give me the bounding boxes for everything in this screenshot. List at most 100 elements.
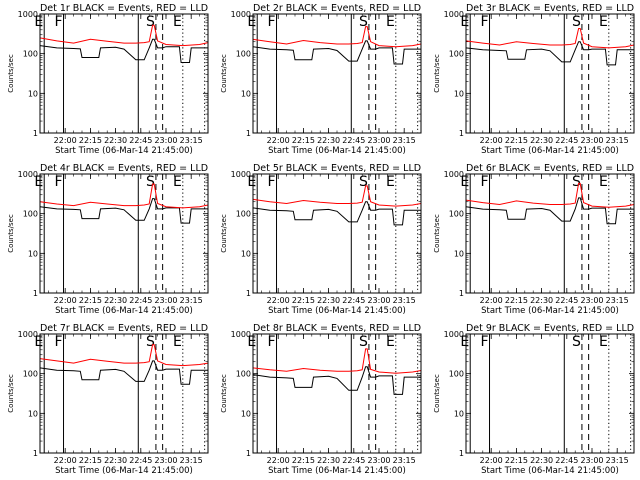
- series-line-lld: [465, 182, 635, 208]
- y-tick-label: 10: [454, 89, 464, 98]
- y-axis-label: Counts/sec: [433, 54, 441, 93]
- marker-label: F: [480, 174, 488, 190]
- x-tick-label: 23:15: [393, 296, 416, 305]
- x-tick-label: 23:15: [393, 456, 416, 465]
- x-axis-label: Start Time (06-Mar-14 21:45:00): [55, 466, 193, 476]
- plot-frame: [252, 173, 422, 294]
- marker-label: E: [386, 14, 395, 30]
- x-tick-label: 22:15: [505, 456, 528, 465]
- x-tick-label: 22:00: [54, 136, 77, 145]
- marker-label: E: [247, 14, 256, 30]
- x-tick-label: 22:30: [104, 456, 127, 465]
- y-tick-label: 1: [459, 129, 464, 138]
- panel-title: Det 9r BLACK = Events, RED = LLD: [466, 323, 634, 334]
- x-tick-label: 22:15: [79, 296, 102, 305]
- marker-label: F: [54, 14, 62, 30]
- x-tick-label: 23:00: [367, 296, 390, 305]
- x-tick-label: 22:45: [342, 456, 365, 465]
- series-line-events: [39, 38, 208, 63]
- marker-label: F: [54, 174, 62, 190]
- y-tick-label: 10: [454, 409, 464, 418]
- marker-label: S: [572, 174, 581, 190]
- marker-label: E: [34, 334, 43, 350]
- x-tick-label: 22:30: [104, 296, 127, 305]
- y-axis-label: Counts/sec: [220, 374, 228, 413]
- marker-label: E: [599, 14, 608, 30]
- y-axis-label: Counts/sec: [7, 374, 15, 413]
- plot-frame: [252, 333, 422, 454]
- x-axis-label: Start Time (06-Mar-14 21:45:00): [268, 306, 406, 316]
- x-tick-label: 22:45: [555, 136, 578, 145]
- x-axis-label: Start Time (06-Mar-14 21:45:00): [268, 146, 406, 156]
- series-line-events: [252, 40, 421, 65]
- x-tick-label: 22:00: [267, 136, 290, 145]
- series-line-lld: [39, 24, 209, 47]
- y-axis-label: Counts/sec: [7, 214, 15, 253]
- y-tick-label: 1: [33, 129, 38, 138]
- panel-7: Det 7r BLACK = Events, RED = LLD Counts/s…: [7, 323, 209, 476]
- marker-label: E: [460, 334, 469, 350]
- marker-label: F: [267, 14, 275, 30]
- y-tick-label: 100: [236, 50, 251, 59]
- marker-label: S: [146, 174, 155, 190]
- x-axis-label: Start Time (06-Mar-14 21:45:00): [481, 306, 619, 316]
- marker-label: E: [34, 14, 43, 30]
- y-axis-label: Counts/sec: [7, 54, 15, 93]
- marker-label: E: [386, 174, 395, 190]
- marker-label: E: [460, 174, 469, 190]
- panel-8: Det 8r BLACK = Events, RED = LLD Counts/s…: [220, 323, 422, 476]
- y-tick-label: 10: [28, 89, 38, 98]
- x-tick-label: 23:15: [393, 136, 416, 145]
- x-tick-label: 23:00: [580, 136, 603, 145]
- plot-frame: [39, 333, 209, 454]
- marker-label: S: [146, 14, 155, 30]
- marker-label: F: [267, 174, 275, 190]
- y-tick-label: 1000: [231, 10, 251, 19]
- y-tick-label: 1000: [444, 10, 464, 19]
- panel-title: Det 3r BLACK = Events, RED = LLD: [466, 3, 634, 14]
- x-axis-label: Start Time (06-Mar-14 21:45:00): [481, 466, 619, 476]
- x-tick-label: 22:15: [79, 456, 102, 465]
- plot-frame: [252, 13, 422, 134]
- x-axis-label: Start Time (06-Mar-14 21:45:00): [55, 146, 193, 156]
- y-tick-label: 100: [449, 50, 464, 59]
- series-line-events: [252, 366, 421, 395]
- x-axis-label: Start Time (06-Mar-14 21:45:00): [268, 466, 406, 476]
- panel-9: Det 9r BLACK = Events, RED = LLD Counts/s…: [433, 323, 635, 476]
- series-line-lld: [39, 344, 209, 367]
- series-line-events: [252, 201, 421, 226]
- x-tick-label: 22:00: [480, 456, 503, 465]
- marker-label: S: [359, 14, 368, 30]
- x-tick-label: 22:00: [480, 136, 503, 145]
- marker-label: S: [359, 174, 368, 190]
- y-tick-label: 10: [28, 249, 38, 258]
- x-tick-label: 22:00: [267, 296, 290, 305]
- x-tick-label: 22:00: [480, 296, 503, 305]
- marker-label: S: [146, 334, 155, 350]
- y-tick-label: 1000: [18, 170, 38, 179]
- y-tick-label: 1: [246, 129, 251, 138]
- panel-2: Det 2r BLACK = Events, RED = LLD Counts/s…: [220, 3, 422, 156]
- y-tick-label: 1: [459, 289, 464, 298]
- y-tick-label: 100: [23, 210, 38, 219]
- y-tick-label: 1: [246, 289, 251, 298]
- x-tick-label: 23:00: [367, 456, 390, 465]
- x-tick-label: 22:15: [79, 136, 102, 145]
- series-line-lld: [465, 28, 635, 49]
- y-tick-label: 1000: [444, 330, 464, 339]
- x-tick-label: 23:00: [154, 456, 177, 465]
- series-line-events: [39, 360, 208, 385]
- series-line-lld: [252, 26, 422, 48]
- x-tick-label: 23:00: [367, 136, 390, 145]
- series-line-lld: [252, 185, 422, 207]
- y-tick-label: 10: [241, 409, 251, 418]
- series-line-events: [39, 198, 208, 224]
- marker-label: F: [267, 334, 275, 350]
- x-tick-label: 22:30: [530, 136, 553, 145]
- marker-label: S: [359, 334, 368, 350]
- y-tick-label: 100: [23, 50, 38, 59]
- x-tick-label: 23:15: [606, 296, 629, 305]
- y-tick-label: 1000: [18, 330, 38, 339]
- x-tick-label: 22:45: [342, 136, 365, 145]
- panel-3: Det 3r BLACK = Events, RED = LLD Counts/s…: [433, 3, 635, 156]
